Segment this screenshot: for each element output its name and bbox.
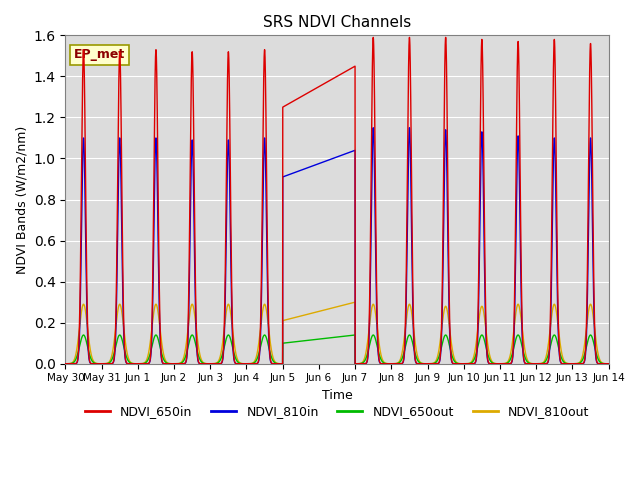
Title: SRS NDVI Channels: SRS NDVI Channels xyxy=(263,15,411,30)
Text: EP_met: EP_met xyxy=(74,48,125,61)
Y-axis label: NDVI Bands (W/m2/nm): NDVI Bands (W/m2/nm) xyxy=(15,125,28,274)
Legend: NDVI_650in, NDVI_810in, NDVI_650out, NDVI_810out: NDVI_650in, NDVI_810in, NDVI_650out, NDV… xyxy=(80,400,594,423)
X-axis label: Time: Time xyxy=(322,389,353,402)
